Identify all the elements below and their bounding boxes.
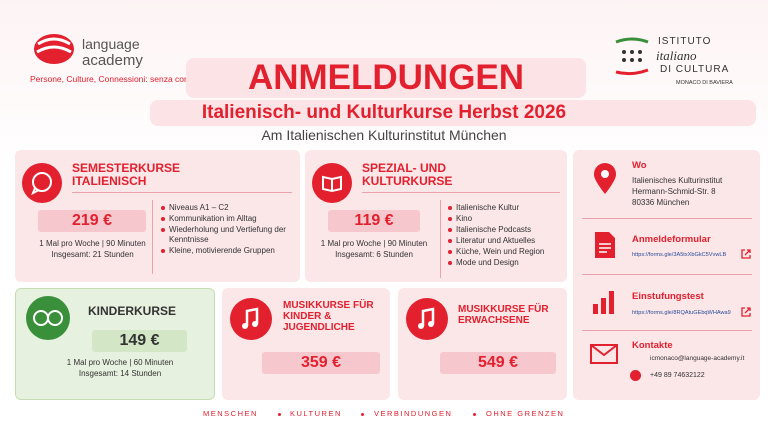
price: 549 €	[440, 352, 556, 374]
icon-music	[230, 298, 272, 340]
separator	[278, 413, 281, 416]
divider	[582, 274, 752, 275]
address-line: Italienisches Kulturinstitut	[632, 176, 723, 185]
icon-form	[595, 232, 615, 258]
feature: Italienische Podcasts	[447, 225, 565, 235]
course-title: MUSIKKURSE FÜR KINDER & JUGENDLICHE	[283, 300, 374, 333]
tagline: Persone, Culture, Connessioni: senza con…	[30, 74, 200, 84]
price: 219 €	[38, 210, 146, 232]
title: ANMELDUNGEN	[247, 58, 525, 97]
course-title: KINDERKURSE	[88, 304, 177, 318]
email[interactable]: icmonaco@language-academy.it	[650, 355, 745, 362]
footer-word: VERBINDUNGEN	[374, 409, 453, 418]
total-hours: Insgesamt: 21 Stunden	[51, 250, 134, 259]
feature: Italienische Kultur	[447, 203, 565, 213]
footer-word: OHNE GRENZEN	[486, 409, 565, 418]
course-title: MUSIKKURSE FÜR ERWACHSENE	[458, 304, 549, 326]
divider	[152, 200, 153, 274]
address-line: 80336 München	[632, 198, 690, 207]
brand-line: language	[82, 36, 140, 52]
divider	[72, 192, 292, 193]
icon-music	[406, 298, 448, 340]
separator	[361, 413, 364, 416]
divider	[362, 192, 560, 193]
title-box	[186, 58, 586, 98]
subtitle: Italienisch- und Kulturkurse Herbst 2026	[201, 102, 567, 123]
info-heading: Anmeldeformular	[632, 234, 711, 245]
info-heading: Einstufungstest	[632, 291, 704, 302]
icon-mail	[590, 344, 618, 364]
total-hours: Insgesamt: 14 Stunden	[78, 369, 162, 378]
feature: Niveaus A1 – C2	[160, 203, 298, 213]
feature: Kleine, motivierende Gruppen	[160, 246, 298, 256]
price: 149 €	[92, 330, 187, 352]
info-heading: Kontakte	[632, 340, 673, 351]
feature: Literatur und Aktuelles	[447, 236, 565, 246]
feature: Mode und Design	[447, 258, 565, 268]
feature: Kommunikation im Alltag	[160, 214, 298, 224]
icon-external	[741, 307, 751, 317]
feature-list: Niveaus A1 – C2 Kommunikation im Alltag …	[160, 203, 298, 257]
icon-phone	[630, 370, 641, 381]
separator	[473, 413, 476, 416]
feature: Wiederholung und Vertiefung der Kenntnis…	[160, 225, 298, 244]
footer-word: KULTUREN	[290, 409, 342, 418]
subtitle-band	[150, 100, 756, 126]
icon-chat	[22, 163, 62, 203]
logo-mark	[34, 34, 74, 64]
form-link[interactable]: https://forms.gle/3A5txXbGkC5VvwLB	[632, 252, 727, 258]
course-title: SEMESTERKURSE ITALIENISCH	[72, 161, 181, 188]
icon-pin	[594, 163, 616, 194]
partner-line: MONACO DI BAVIERA	[676, 80, 733, 86]
partner-line: DI CULTURA	[660, 64, 730, 75]
price: 359 €	[262, 352, 380, 374]
address-line: Hermann-Schmid-Str. 8	[632, 187, 716, 196]
test-link[interactable]: https://forms.gle/8RQAtuGEbqWHAwa9	[632, 310, 731, 316]
feature: Kino	[447, 214, 565, 224]
divider	[582, 218, 752, 219]
feature-list: Italienische Kultur Kino Italienische Po…	[447, 203, 565, 270]
info-heading: Wo	[632, 160, 647, 171]
icon-external	[741, 249, 751, 259]
icon-kids	[26, 296, 70, 340]
location: Am Italienischen Kulturinstitut München	[261, 127, 507, 143]
footer-word: MENSCHEN	[203, 409, 258, 418]
icon-chart	[593, 291, 614, 314]
schedule: 1 Mal pro Woche | 90 Minuten	[39, 239, 146, 248]
partner-mark	[615, 37, 649, 76]
feature: Küche, Wein und Region	[447, 247, 565, 257]
partner-line: ISTITUTO	[658, 36, 712, 47]
schedule: 1 Mal pro Woche | 90 Minuten	[320, 239, 428, 248]
schedule: 1 Mal pro Woche | 60 Minuten	[66, 358, 174, 367]
course-title: SPEZIAL- UND KULTURKURSE	[362, 161, 453, 188]
brand-line: academy	[82, 52, 143, 69]
total-hours: Insgesamt: 6 Stunden	[335, 250, 413, 259]
price: 119 €	[328, 210, 420, 232]
divider	[440, 200, 441, 278]
icon-book	[312, 163, 352, 203]
phone: +49 89 74632122	[650, 372, 705, 379]
partner-line: italiano	[656, 48, 697, 63]
divider	[582, 330, 752, 331]
